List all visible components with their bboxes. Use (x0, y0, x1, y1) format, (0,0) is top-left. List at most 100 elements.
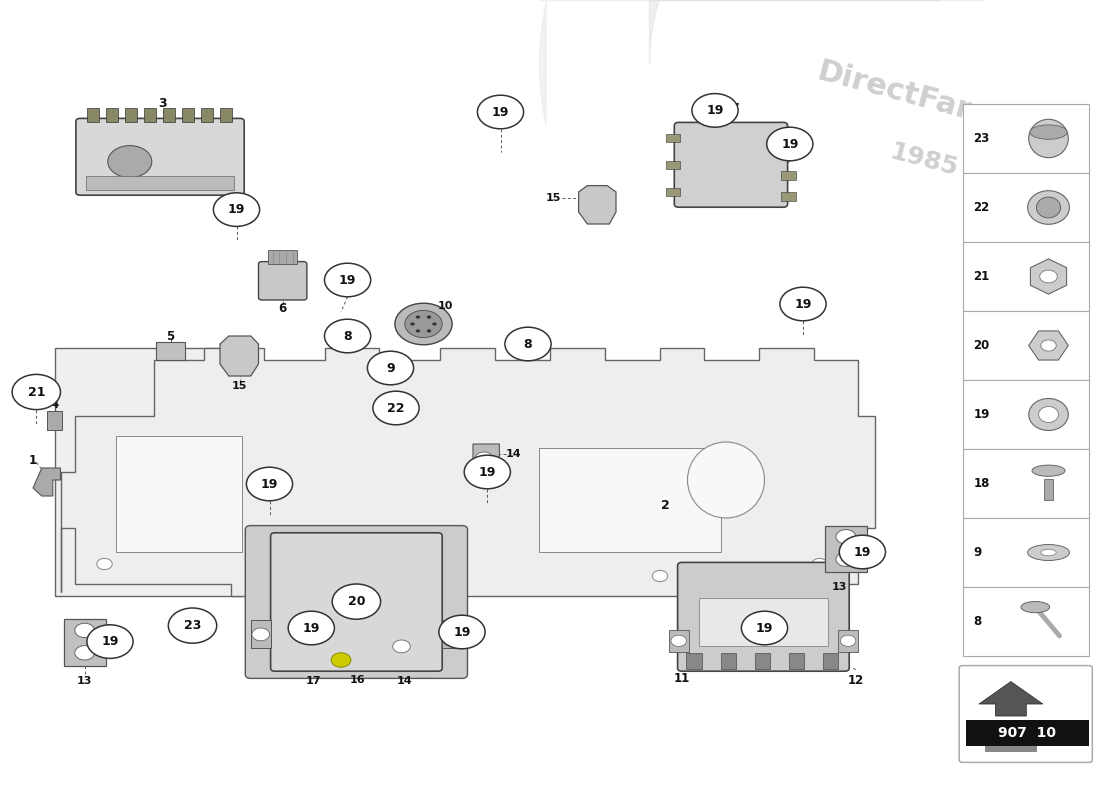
FancyBboxPatch shape (271, 533, 442, 671)
Bar (962, 587, 1089, 656)
Bar (106, 108, 118, 122)
Circle shape (464, 455, 510, 489)
Bar (781, 150, 796, 159)
Text: 8: 8 (524, 338, 532, 350)
Circle shape (477, 95, 524, 129)
Circle shape (87, 625, 133, 658)
Text: 23: 23 (184, 619, 201, 632)
Bar (781, 171, 796, 180)
Text: 19: 19 (706, 104, 724, 117)
Text: DirectFares: DirectFares (814, 57, 1012, 135)
Circle shape (108, 146, 152, 178)
Text: 8: 8 (974, 615, 981, 628)
Bar (823, 653, 838, 669)
Text: 18: 18 (974, 477, 990, 490)
Bar (125, 108, 138, 122)
Ellipse shape (1027, 545, 1069, 561)
Circle shape (652, 570, 668, 582)
Ellipse shape (1028, 119, 1068, 158)
Text: 19: 19 (101, 635, 119, 648)
Bar (825, 526, 867, 572)
Polygon shape (60, 348, 874, 596)
Circle shape (840, 635, 856, 646)
Circle shape (427, 315, 431, 318)
Polygon shape (220, 336, 258, 376)
Ellipse shape (1032, 465, 1065, 476)
Circle shape (836, 552, 856, 566)
Circle shape (246, 467, 293, 501)
Circle shape (427, 330, 431, 333)
Text: 12: 12 (848, 674, 864, 686)
Bar (268, 250, 297, 264)
Text: 14: 14 (397, 676, 412, 686)
Circle shape (256, 570, 272, 582)
Ellipse shape (1030, 125, 1067, 139)
Bar (962, 311, 1089, 380)
Text: 9: 9 (974, 546, 981, 559)
Circle shape (75, 623, 95, 638)
Text: 19: 19 (339, 274, 356, 286)
Text: 19: 19 (453, 626, 471, 638)
FancyBboxPatch shape (245, 526, 468, 678)
Circle shape (1041, 340, 1056, 351)
Text: 907  10: 907 10 (999, 726, 1056, 740)
Circle shape (780, 287, 826, 321)
Bar (201, 108, 213, 122)
Circle shape (812, 558, 827, 570)
Text: 19: 19 (781, 138, 799, 150)
Text: 23: 23 (974, 132, 990, 145)
Text: 7: 7 (730, 102, 739, 115)
FancyBboxPatch shape (678, 562, 849, 671)
Polygon shape (33, 468, 60, 496)
Text: 6: 6 (278, 302, 287, 314)
FancyBboxPatch shape (959, 666, 1092, 762)
Ellipse shape (1027, 190, 1069, 224)
Circle shape (405, 310, 442, 338)
Text: 3: 3 (158, 98, 167, 110)
Bar (686, 653, 702, 669)
Text: 9: 9 (386, 362, 395, 374)
Text: 11: 11 (674, 672, 690, 685)
Bar (163, 108, 175, 122)
Circle shape (168, 608, 217, 643)
Bar (156, 342, 185, 360)
Circle shape (692, 94, 738, 127)
Ellipse shape (1028, 398, 1068, 430)
Bar (966, 720, 1089, 746)
Text: 19: 19 (854, 546, 871, 558)
Text: 22: 22 (387, 402, 405, 414)
Text: 13: 13 (77, 676, 92, 686)
Bar (962, 518, 1089, 587)
Circle shape (505, 327, 551, 361)
Polygon shape (1028, 331, 1068, 360)
Bar (755, 653, 770, 669)
Text: 19: 19 (794, 298, 812, 310)
Text: 2: 2 (661, 499, 670, 512)
FancyBboxPatch shape (674, 122, 788, 207)
Bar (144, 108, 156, 122)
Bar (442, 620, 462, 648)
FancyBboxPatch shape (55, 348, 242, 596)
Text: 20: 20 (974, 339, 990, 352)
Circle shape (416, 330, 420, 333)
Text: 22: 22 (974, 201, 990, 214)
Ellipse shape (1038, 406, 1058, 422)
Ellipse shape (1021, 602, 1049, 613)
Text: 1: 1 (29, 454, 37, 466)
Text: 1985: 1985 (888, 139, 960, 181)
Bar (962, 104, 1089, 173)
Polygon shape (392, 632, 418, 666)
Bar (962, 242, 1089, 311)
Bar (86, 176, 234, 190)
Text: 17: 17 (306, 676, 321, 686)
FancyBboxPatch shape (76, 118, 244, 195)
Circle shape (475, 452, 493, 465)
Bar (781, 130, 796, 138)
Text: 4: 4 (51, 398, 59, 411)
Bar (962, 173, 1089, 242)
Bar (64, 619, 106, 666)
Circle shape (288, 611, 334, 645)
Circle shape (839, 535, 886, 569)
Circle shape (373, 391, 419, 425)
Circle shape (367, 351, 414, 385)
